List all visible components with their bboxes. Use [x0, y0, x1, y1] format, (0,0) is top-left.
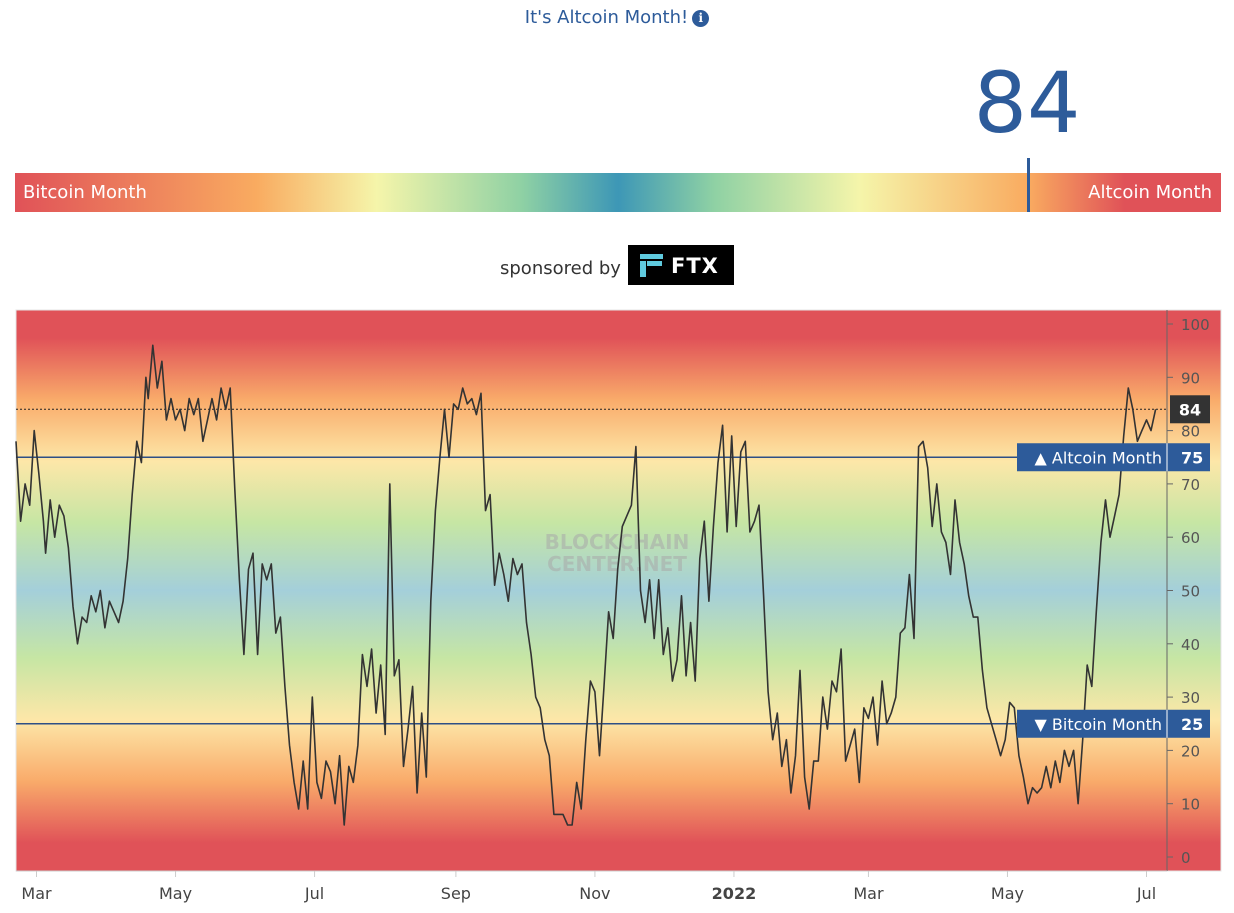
threshold-badge — [1017, 443, 1210, 472]
y-tick-label: 40 — [1181, 636, 1200, 654]
x-tick-label: Mar — [21, 884, 52, 903]
chart-background — [16, 310, 1221, 871]
chart-svg: BLOCKCHAIN CENTER.NET 010203040506070809… — [15, 309, 1222, 903]
ftx-logo[interactable]: FTX — [628, 245, 734, 285]
page-title: It's Altcoin Month! i — [0, 7, 1234, 28]
threshold-badge — [1017, 709, 1210, 738]
y-tick-label: 80 — [1181, 423, 1200, 441]
ftx-mark-icon — [640, 254, 663, 277]
current-value-badge-label: 84 — [1179, 400, 1201, 419]
y-tick-label: 10 — [1181, 796, 1200, 814]
chart: BLOCKCHAIN CENTER.NET 0 10 20 30 40 50 60 70 80 9… — [0, 300, 1234, 909]
x-tick-label: Jul — [1136, 884, 1156, 903]
ftx-brand: FTX — [671, 254, 719, 278]
y-tick-label: 100 — [1181, 316, 1210, 334]
gauge-marker — [1026, 158, 1030, 212]
gauge-bar: Bitcoin Month Altcoin Month — [15, 173, 1221, 212]
watermark-line1: BLOCKCHAIN — [545, 530, 690, 554]
gauge-left-label: Bitcoin Month — [23, 182, 147, 203]
current-value-badge — [1170, 395, 1210, 424]
y-tick-label: 90 — [1181, 369, 1200, 387]
y-tick-label: 20 — [1181, 742, 1200, 760]
threshold-badge-value: 75 — [1181, 448, 1203, 467]
x-tick-label: 2022 — [712, 884, 757, 903]
threshold-badge-value: 25 — [1181, 715, 1203, 734]
sponsor-text: sponsored by — [500, 258, 621, 279]
x-tick-label: Mar — [853, 884, 884, 903]
threshold-badge-label: ▲ Altcoin Month — [1035, 448, 1162, 467]
y-tick-label: 30 — [1181, 689, 1200, 707]
y-tick-label: 0 — [1181, 849, 1191, 867]
x-tick-label: May — [991, 884, 1024, 903]
y-tick-label: 60 — [1181, 529, 1200, 547]
x-tick-label: May — [159, 884, 192, 903]
x-tick-label: Nov — [579, 884, 610, 903]
index-value: 84 — [973, 54, 1081, 152]
gauge-right-label: Altcoin Month — [1088, 182, 1212, 203]
x-tick-label: Jul — [304, 884, 324, 903]
series-line — [15, 344, 1157, 826]
page-title-text: It's Altcoin Month! — [524, 7, 689, 28]
info-icon[interactable]: i — [692, 10, 710, 27]
y-tick-label: 70 — [1181, 476, 1200, 494]
x-tick-label: Sep — [441, 884, 471, 903]
threshold-badge-label: ▼ Bitcoin Month — [1035, 715, 1163, 734]
y-tick-label: 50 — [1181, 583, 1200, 601]
